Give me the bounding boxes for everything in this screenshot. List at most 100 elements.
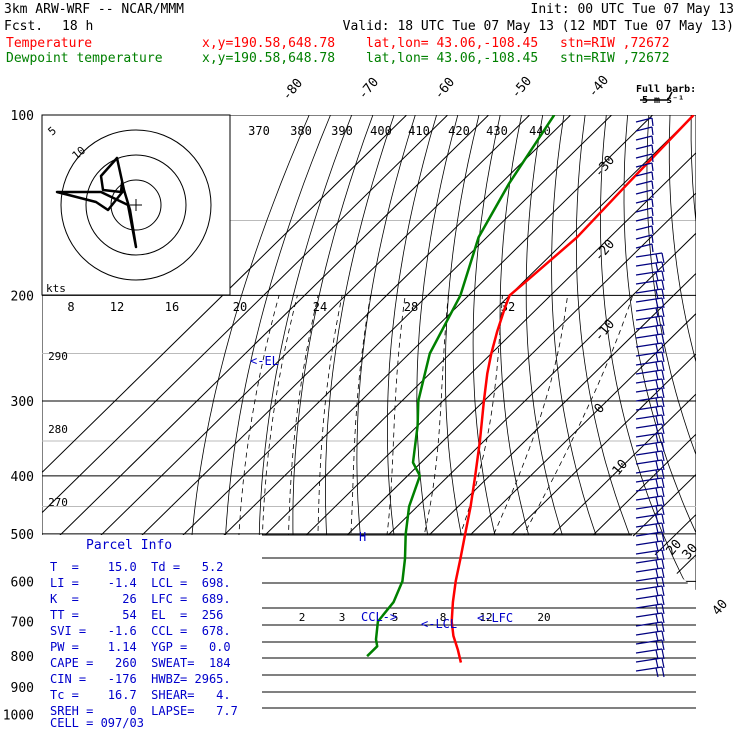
wind-barb-flag <box>655 649 659 660</box>
isotherm-line <box>42 115 489 554</box>
wind-barb-flag <box>655 568 659 579</box>
isotherm-label: -30 <box>592 153 619 181</box>
theta-label: 380 <box>290 124 312 138</box>
wind-barb-staff <box>635 432 663 438</box>
wind-barb-flag <box>661 477 665 489</box>
wind-barb-flag <box>651 144 654 154</box>
wind-barb-flag <box>655 613 659 624</box>
wind-barb-flag <box>655 415 659 426</box>
wind-barb-staff <box>635 387 663 393</box>
wind-barb-staff <box>635 504 663 510</box>
wind-barb-flag <box>661 630 665 642</box>
wind-barb-flag <box>661 288 665 300</box>
wind-barb-staff <box>635 126 653 132</box>
lfc-marker: <-LFC <box>477 611 513 625</box>
wind-barb-staff <box>635 531 663 537</box>
wind-barb-flag <box>651 243 654 253</box>
wind-barb-staff <box>635 558 663 564</box>
wind-barb-flag <box>651 225 654 235</box>
theta-label: 390 <box>331 124 353 138</box>
wind-barb-flag <box>661 432 665 444</box>
mixing-ratio-label: 28 <box>404 300 418 314</box>
wind-barb-flag <box>661 423 665 435</box>
wind-barb-flag <box>655 532 659 543</box>
pressure-tick-label: 100 <box>11 109 34 124</box>
wind-barb-flag <box>661 297 665 309</box>
wind-barb-staff <box>635 198 653 204</box>
mixing-ratio-label: 20 <box>233 300 247 314</box>
isotherm-line <box>42 115 530 594</box>
dewpoint-latlon: lat,lon= 43.06,-108.45 <box>366 51 539 66</box>
wind-barb-flag <box>655 478 659 489</box>
dry-adiabat-label: 270 <box>48 496 68 509</box>
wind-barb-flag <box>661 531 665 543</box>
wind-barb-flag <box>661 351 665 363</box>
wind-barb-flag <box>655 541 659 552</box>
parcel-row-pw: PW = 1.14 YGP = 0.0 <box>50 640 231 654</box>
wind-barb-flag <box>655 577 659 588</box>
wind-barb-flag <box>655 460 659 471</box>
wind-barb-flag <box>661 567 665 579</box>
valid-time: Valid: 18 UTC Tue 07 May 13 (12 MDT Tue … <box>342 19 734 34</box>
wind-barb-flag <box>655 325 659 336</box>
wind-barb-staff <box>635 441 663 447</box>
wind-barb-flag <box>661 468 665 480</box>
parcel-row-k: K = 26 LFC = 689. <box>50 592 231 606</box>
wind-barb-flag <box>655 559 659 570</box>
wind-barb-staff <box>635 180 653 186</box>
isotherm-label: -10 <box>592 317 619 345</box>
mixing-ratio-label: 2 <box>299 611 306 624</box>
wind-barb-flag <box>655 406 659 417</box>
wind-barb-staff <box>635 486 663 492</box>
pressure-tick-label: 300 <box>11 395 34 410</box>
dry-adiabat <box>668 115 696 364</box>
wind-barb-staff <box>635 270 663 276</box>
wind-barb-flag <box>661 594 665 606</box>
isotherm-label: -20 <box>592 237 619 265</box>
wind-barb-flag <box>655 343 659 354</box>
wind-barb-flag <box>661 342 665 354</box>
model-title: 3km ARW-WRF -- NCAR/MMM <box>4 2 185 17</box>
wind-barb-flag <box>661 387 665 399</box>
pressure-tick-label: 400 <box>11 470 34 485</box>
wind-barb-flag <box>651 171 654 181</box>
wind-barb-flag <box>651 180 654 190</box>
wind-barb-flag <box>661 576 665 588</box>
wind-barb-staff <box>635 324 663 330</box>
pressure-tick-label: 1000 <box>3 708 34 723</box>
hodograph-units-label: kts <box>46 282 66 295</box>
wind-barb-flag <box>655 505 659 516</box>
theta-label: 400 <box>370 124 392 138</box>
full-barb-sample <box>667 91 673 101</box>
isotherm-label: 40 <box>710 597 732 619</box>
wind-barb-flag <box>651 207 654 217</box>
wind-barb-flag <box>661 315 665 327</box>
el-marker: <-EL <box>250 354 279 368</box>
wind-barb-staff <box>635 342 663 348</box>
wind-barb-flag <box>651 153 654 163</box>
wind-barb-flag <box>655 397 659 408</box>
wind-barb-flag <box>661 657 665 669</box>
wind-barb-staff <box>635 288 663 294</box>
parcel-info-panel: Parcel Info T = 15.0 Td = 5.2 LI = -1.4 … <box>42 535 262 730</box>
wind-barb-flag <box>661 522 665 534</box>
temperature-latlon: lat,lon= 43.06,-108.45 <box>366 36 539 51</box>
parcel-row-svi: SVI = -1.6 CCL = 678. <box>50 624 231 638</box>
wind-barb-flag <box>661 549 665 561</box>
wind-barb-flag <box>655 550 659 561</box>
wind-barb-flag <box>661 360 665 372</box>
dewpoint-legend: Dewpoint temperature <box>6 51 163 66</box>
wind-barb-flag <box>661 648 665 660</box>
wind-barb-staff <box>635 666 663 672</box>
wind-barb-staff <box>635 540 663 546</box>
wind-barb-flag <box>661 558 665 570</box>
temperature-station: stn=RIW ,72672 <box>560 36 670 51</box>
wind-barb-staff <box>635 315 663 321</box>
wind-barb-staff <box>635 414 663 420</box>
parcel-row-tt: TT = 54 EL = 256 <box>50 608 224 622</box>
wind-barb-staff <box>635 360 663 366</box>
wind-barb-staff <box>635 459 663 465</box>
temperature-legend: Temperature <box>6 36 93 51</box>
wind-barb-staff <box>635 396 663 402</box>
wind-barb-flag <box>661 513 665 525</box>
